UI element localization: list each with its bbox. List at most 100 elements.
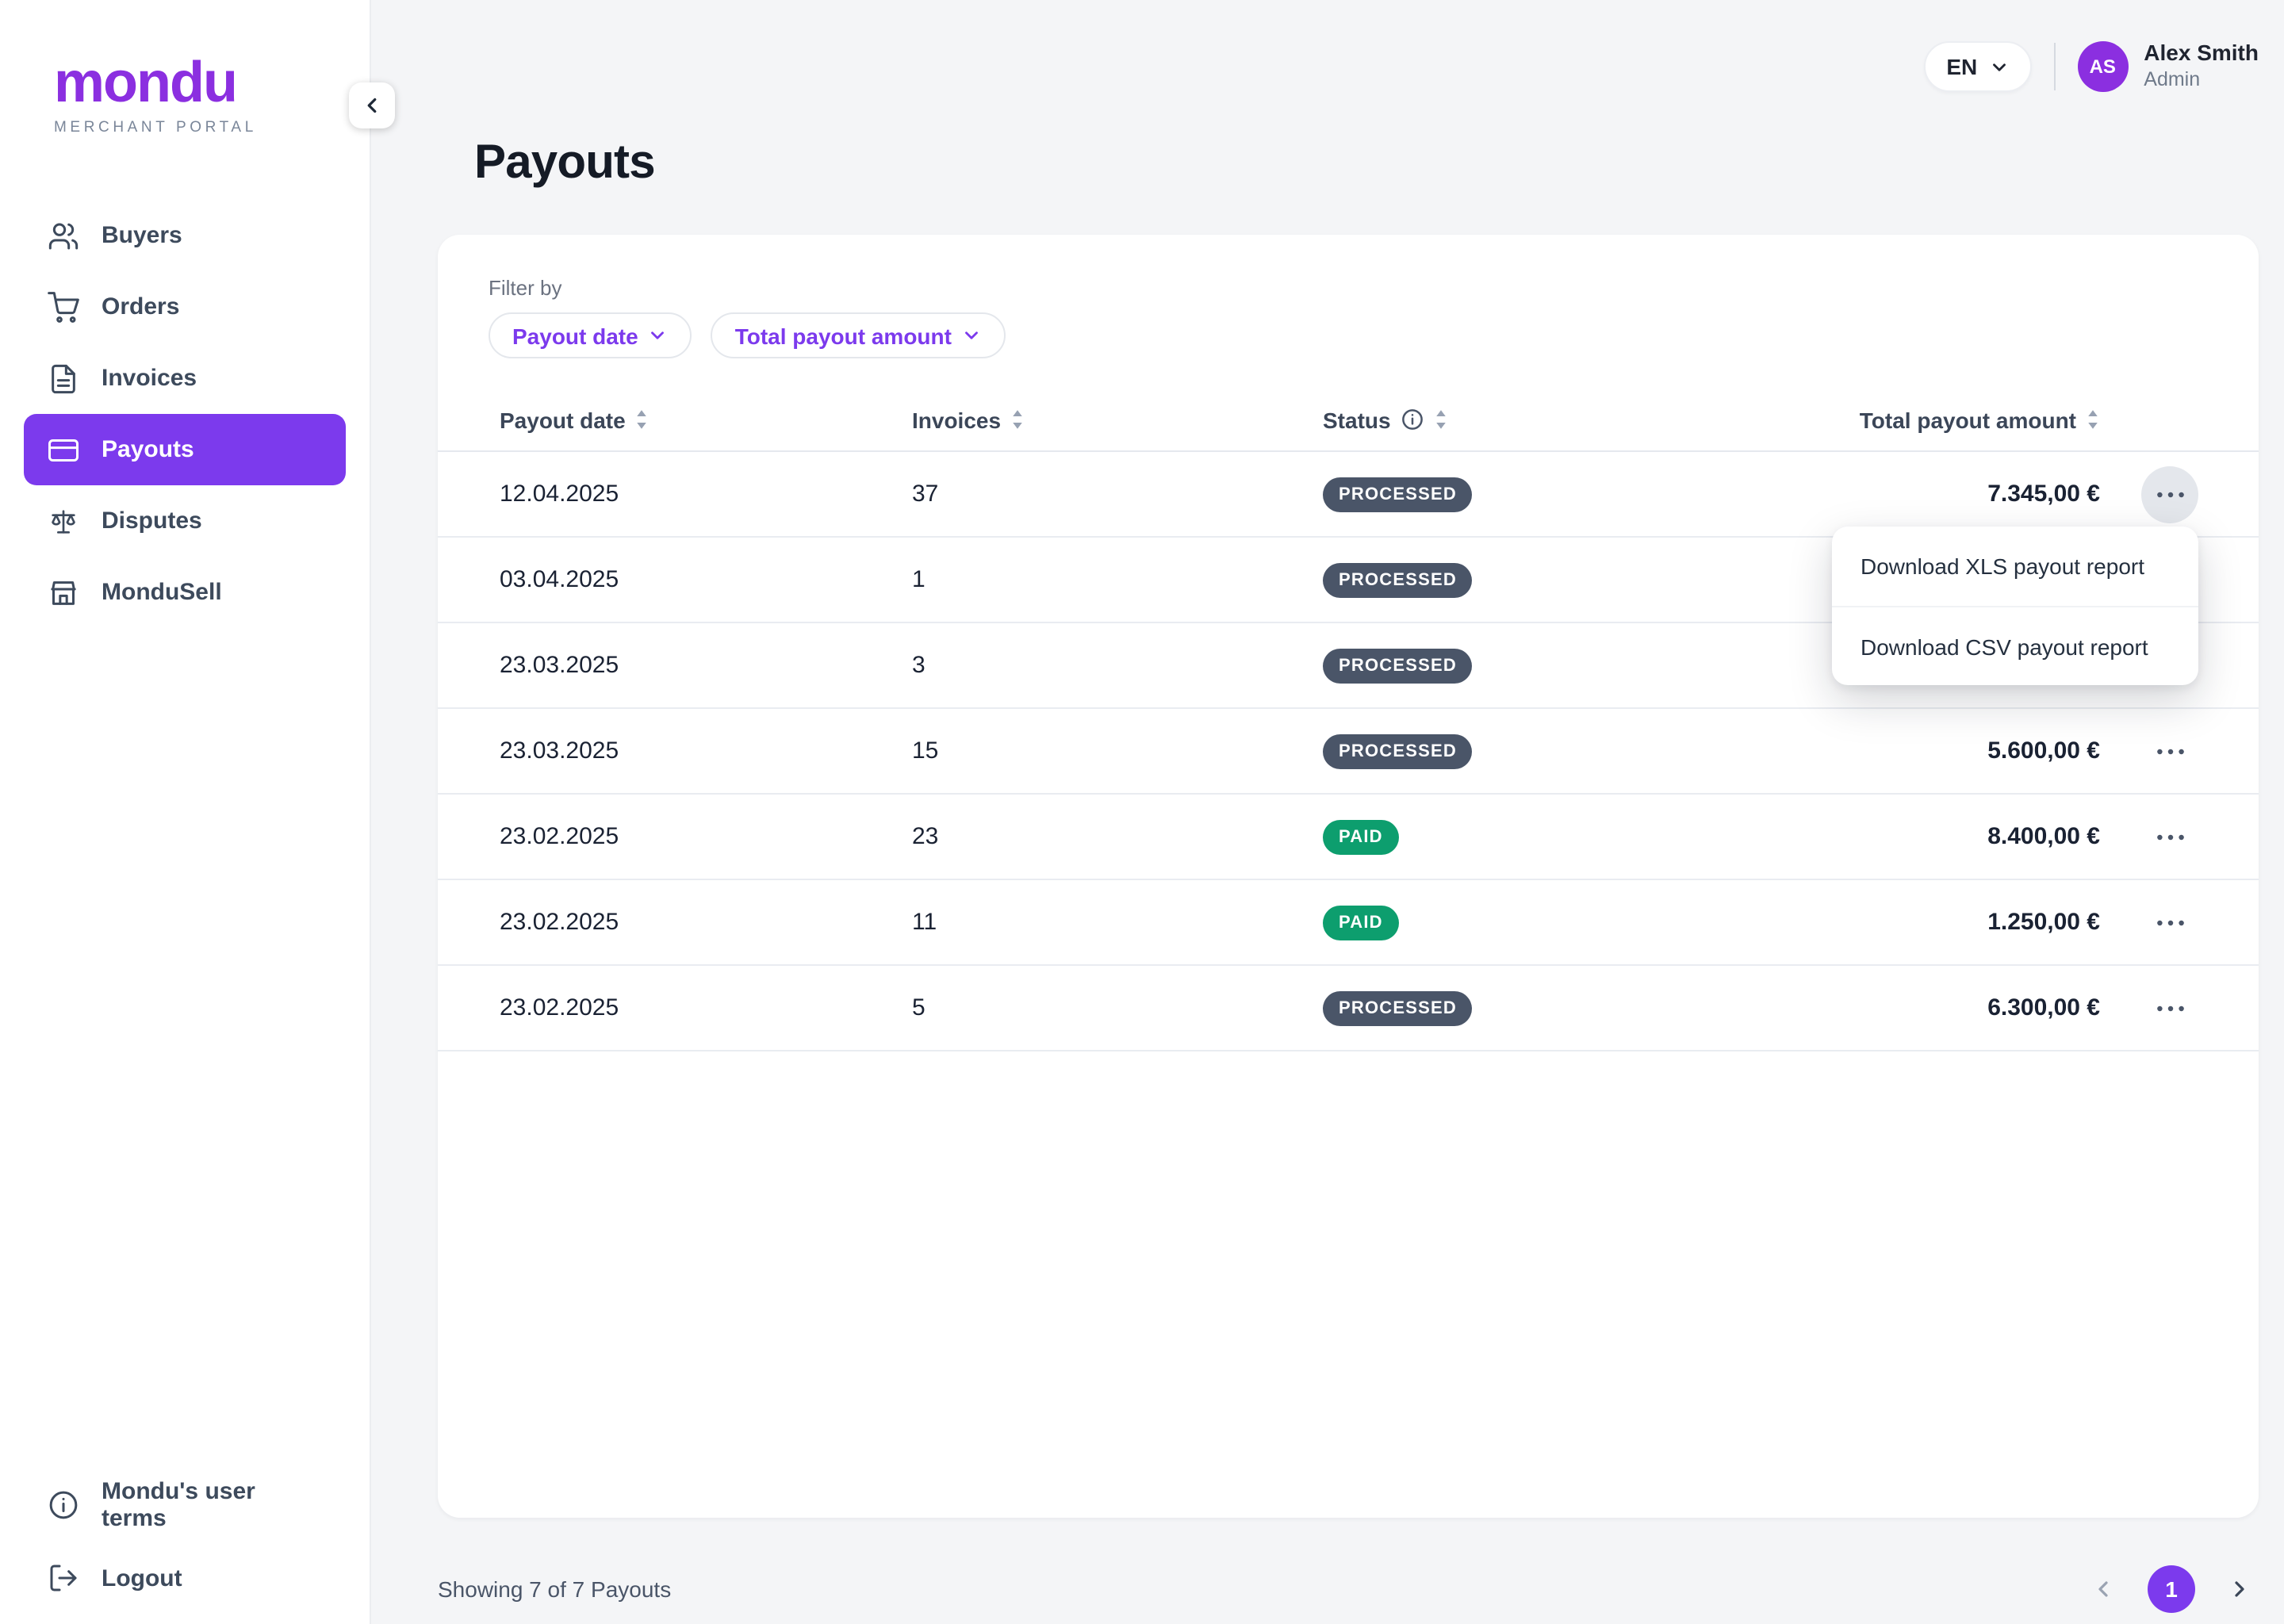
payout-date-filter-label: Payout date xyxy=(512,323,638,348)
logout-button[interactable]: Logout xyxy=(24,1542,346,1614)
user-role: Admin xyxy=(2144,67,2201,90)
status-badge: PROCESSED xyxy=(1323,990,1473,1025)
sidebar-item-buyers[interactable]: Buyers xyxy=(24,200,346,271)
row-actions-button[interactable] xyxy=(2141,979,2198,1036)
amount-cell: 1.250,00 € xyxy=(1987,909,2100,936)
language-label: EN xyxy=(1946,54,1978,79)
chevron-left-icon xyxy=(2098,1581,2108,1597)
payout-date-cell: 23.02.2025 xyxy=(500,994,619,1021)
row-actions-button[interactable] xyxy=(2141,894,2198,951)
sidebar-collapse-button[interactable] xyxy=(349,82,395,128)
topbar: EN AS Alex Smith Admin xyxy=(438,0,2259,92)
invoices-cell: 11 xyxy=(912,909,937,936)
sidebar-item-mondusell[interactable]: MonduSell xyxy=(24,557,346,628)
ellipsis-icon xyxy=(2156,919,2183,925)
column-label: Payout date xyxy=(500,407,626,432)
next-page-button[interactable] xyxy=(2221,1570,2259,1608)
total-amount-filter[interactable]: Total payout amount xyxy=(711,312,1006,358)
payout-date-filter[interactable]: Payout date xyxy=(489,312,692,358)
sort-icon xyxy=(2088,410,2098,429)
info-icon[interactable] xyxy=(1401,408,1424,431)
payout-date-cell: 23.03.2025 xyxy=(500,737,619,764)
page-title: Payouts xyxy=(474,136,656,189)
total-amount-filter-label: Total payout amount xyxy=(734,323,952,348)
amount-cell: 6.300,00 € xyxy=(1987,994,2100,1021)
ellipsis-icon xyxy=(2156,833,2183,840)
filter-pills: Payout date Total payout amount xyxy=(438,300,2259,358)
sidebar-item-label: Orders xyxy=(102,293,180,320)
sort-icon xyxy=(1013,410,1022,429)
status-badge: PROCESSED xyxy=(1323,562,1473,597)
sidebar-item-label: Buyers xyxy=(102,222,182,249)
table-row: 23.02.2025 5 PROCESSED 6.300,00 € xyxy=(438,966,2259,1051)
invoices-cell: 5 xyxy=(912,994,925,1021)
mondusell-icon xyxy=(51,580,76,604)
status-badge: PAID xyxy=(1323,819,1399,854)
user-terms-link[interactable]: Mondu's user terms xyxy=(24,1469,346,1542)
column-label: Invoices xyxy=(912,407,1002,432)
sidebar-item-disputes[interactable]: Disputes xyxy=(24,485,346,557)
ellipsis-icon xyxy=(2156,748,2183,754)
sidebar-item-label: Invoices xyxy=(102,365,197,392)
sort-icon xyxy=(1435,410,1446,429)
row-actions-button[interactable] xyxy=(2141,722,2198,779)
payouts-card: Filter by Payout date Total payout amoun… xyxy=(438,235,2259,1518)
chevron-down-icon xyxy=(965,331,978,339)
row-actions-button[interactable] xyxy=(2141,465,2198,523)
table-header-row: Payout date Invoices Status Total payout… xyxy=(438,389,2259,452)
column-label: Total payout amount xyxy=(1859,407,2076,432)
payout-date-cell: 23.03.2025 xyxy=(500,652,619,679)
table-row: 03.04.2025 1 PROCESSED xyxy=(438,538,2259,623)
orders-icon xyxy=(48,291,79,322)
column-header-status[interactable]: Status xyxy=(1323,407,1799,432)
menu-item-download-xls[interactable]: Download XLS payout report xyxy=(1861,553,2144,579)
previous-page-button[interactable] xyxy=(2084,1570,2122,1608)
buyers-icon xyxy=(48,222,79,249)
amount-cell: 5.600,00 € xyxy=(1987,737,2100,764)
logout-label: Logout xyxy=(102,1565,182,1591)
content-footer: Showing 7 of 7 Payouts 1 xyxy=(438,1565,2259,1613)
language-selector[interactable]: EN xyxy=(1924,41,2032,92)
column-header-payout-date[interactable]: Payout date xyxy=(500,407,912,432)
invoices-cell: 15 xyxy=(912,737,939,764)
row-actions-menu: Download XLS payout report Download CSV … xyxy=(1832,527,2198,685)
invoices-cell: 23 xyxy=(912,823,939,850)
disputes-icon xyxy=(52,509,75,533)
user-name: Alex Smith xyxy=(2144,40,2259,66)
invoices-cell: 3 xyxy=(912,652,925,679)
chevron-down-icon xyxy=(1992,63,2006,71)
ellipsis-icon xyxy=(2156,491,2183,497)
column-header-invoices[interactable]: Invoices xyxy=(912,407,1323,432)
payout-date-cell: 03.04.2025 xyxy=(500,566,619,593)
payouts-table: Payout date Invoices Status Total payout… xyxy=(438,389,2259,1051)
invoices-icon xyxy=(52,363,75,393)
filter-by-label: Filter by xyxy=(489,276,562,300)
sidebar-item-label: Disputes xyxy=(102,508,202,534)
logo: mondu MERCHANT PORTAL xyxy=(0,0,370,136)
payout-date-cell: 23.02.2025 xyxy=(500,909,619,936)
sidebar-item-invoices[interactable]: Invoices xyxy=(24,343,346,414)
main-content: EN AS Alex Smith Admin Payouts Filter by… xyxy=(371,0,2284,1624)
status-badge: PAID xyxy=(1323,905,1399,940)
user-terms-label: Mondu's user terms xyxy=(102,1478,255,1532)
status-badge: PROCESSED xyxy=(1323,648,1473,683)
menu-item-download-csv[interactable]: Download CSV payout report xyxy=(1832,606,2198,685)
avatar: AS xyxy=(2077,41,2129,92)
amount-cell: 7.345,00 € xyxy=(1987,481,2100,508)
sidebar-item-payouts[interactable]: Payouts xyxy=(24,414,346,485)
sidebar: mondu MERCHANT PORTAL Buyers Orders Invo… xyxy=(0,0,371,1624)
sidebar-nav: Buyers Orders Invoices Payouts Disputes … xyxy=(0,200,370,628)
payout-date-cell: 12.04.2025 xyxy=(500,481,619,508)
results-count: Showing 7 of 7 Payouts xyxy=(438,1576,672,1602)
sidebar-footer: Mondu's user terms Logout xyxy=(0,1469,370,1624)
page-number-button[interactable]: 1 xyxy=(2148,1565,2195,1613)
sidebar-item-orders[interactable]: Orders xyxy=(24,271,346,343)
row-actions-button[interactable] xyxy=(2141,808,2198,865)
column-header-total-amount[interactable]: Total payout amount xyxy=(1799,407,2100,432)
table-row: 23.03.2025 15 PROCESSED 5.600,00 € xyxy=(438,709,2259,795)
logout-icon xyxy=(50,1565,77,1591)
chevron-down-icon xyxy=(651,331,665,339)
ellipsis-icon xyxy=(2156,1005,2183,1011)
user-menu[interactable]: AS Alex Smith Admin xyxy=(2077,40,2259,93)
